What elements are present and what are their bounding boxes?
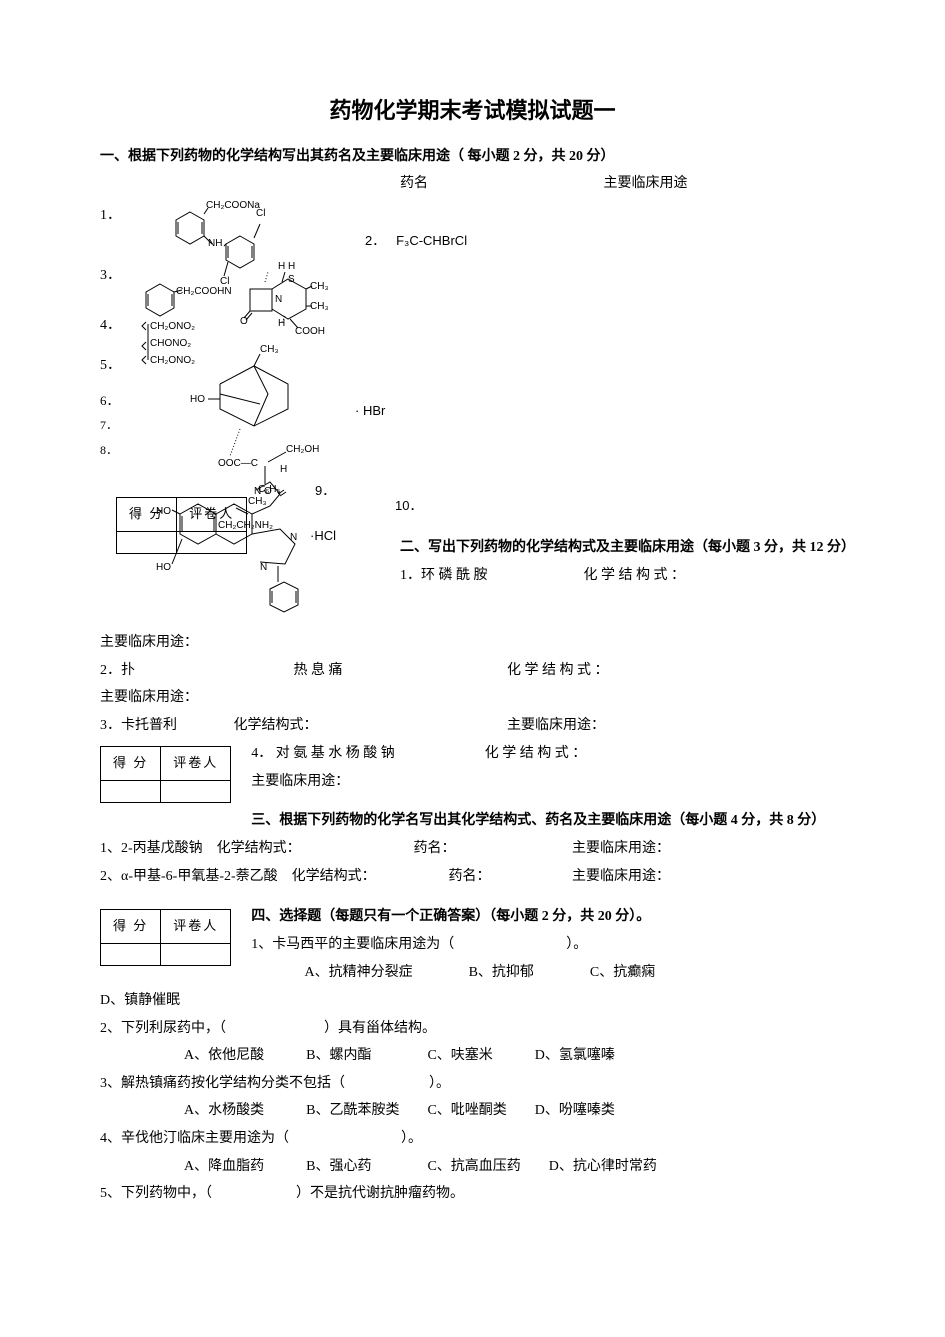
svg-text:OOC—C: OOC—C bbox=[218, 458, 258, 469]
s4-q4: 4、辛伐他汀临床主要用途为（ ）。 bbox=[100, 1126, 845, 1153]
sb3-b1 bbox=[101, 944, 161, 966]
scorebox-3: 得 分评卷人 bbox=[100, 909, 231, 966]
svg-text:CH₂OH: CH₂OH bbox=[286, 444, 319, 455]
chem-num-3: 3． bbox=[100, 269, 121, 283]
s4-q5: 5、下列药物中，（ ）不是抗代谢抗肿瘤药物。 bbox=[100, 1181, 845, 1208]
s4-q1-opts: A、抗精神分裂症 B、抗抑郁 C、抗癫痫 bbox=[251, 960, 845, 987]
s3-q1-text: 1、2-丙基戊酸钠 化学结构式： bbox=[100, 836, 410, 863]
col-use: 主要临床用途 bbox=[604, 176, 688, 191]
scorebox-c2: 评卷人 bbox=[177, 497, 247, 531]
s2-use1: 主要临床用途： bbox=[100, 630, 845, 657]
svg-text:N: N bbox=[275, 294, 282, 305]
s4-q1: 1、卡马西平的主要临床用途为（ ）。 bbox=[251, 932, 845, 959]
chem-num-6: 6． bbox=[100, 394, 120, 407]
s4-q3-opts: A、水杨酸类 B、乙酰苯胺类 C、吡唑酮类 D、吩噻嗪类 bbox=[100, 1098, 845, 1125]
svg-text:COOH: COOH bbox=[295, 326, 325, 337]
sb2-b1 bbox=[101, 781, 161, 803]
section4-head-wrap: 四、选择题（每题只有一个正确答案）（每小题 2 分，共 20 分）。 1、卡马西… bbox=[251, 903, 845, 987]
svg-text:CH₂COONa: CH₂COONa bbox=[206, 200, 260, 211]
s2-q4-use: 主要临床用途： bbox=[251, 769, 845, 796]
scorebox-c1: 得 分 bbox=[117, 497, 177, 531]
svg-text:NH: NH bbox=[208, 238, 222, 249]
sb2-c1: 得 分 bbox=[101, 747, 161, 781]
section1-header-row: 一、根据下列药物的化学结构写出其药名及主要临床用途（ 每小题 2 分，共 20 … bbox=[100, 144, 845, 171]
s2-q2: 2．扑 热 息 痛 化 学 结 构 式 ： bbox=[100, 658, 845, 685]
svg-text:CH₂ONO₂: CH₂ONO₂ bbox=[150, 321, 195, 332]
s4-q2: 2、下列利尿药中，（ ）具有甾体结构。 bbox=[100, 1016, 845, 1043]
s3-q2-name: 药名： bbox=[449, 864, 569, 891]
s3-q1: 1、2-丙基戊酸钠 化学结构式： 药名： 主要临床用途： bbox=[100, 836, 845, 863]
s4-q1-d: D、镇静催眠 bbox=[100, 988, 845, 1015]
s2-q3-use: 主要临床用途： bbox=[507, 718, 605, 733]
scorebox-blank2 bbox=[177, 531, 247, 553]
s2-q3-label: 3．卡托普利 bbox=[100, 713, 230, 740]
s2-q4-struct: 化 学 结 构 式 ： bbox=[485, 746, 587, 761]
sb2-c2: 评卷人 bbox=[161, 747, 231, 781]
chem-num-1: 1． bbox=[100, 209, 121, 223]
s4-q1-opts-text: A、抗精神分裂症 B、抗抑郁 C、抗癫痫 bbox=[304, 965, 655, 980]
section3-header: 三、根据下列药物的化学名写出其化学结构式、药名及主要临床用途（每小题 4 分，共… bbox=[251, 808, 845, 835]
page-title: 药物化学期末考试模拟试题一 bbox=[100, 90, 845, 132]
svg-text:Cl: Cl bbox=[256, 208, 265, 219]
s3-q2-text: 2、α-甲基-6-甲氧基-2-萘乙酸 化学结构式： bbox=[100, 864, 445, 891]
block-scorebox3: 得 分评卷人 四、选择题（每题只有一个正确答案）（每小题 2 分，共 20 分）… bbox=[100, 903, 845, 987]
scorebox-blank1 bbox=[117, 531, 177, 553]
section2-header: 二、写出下列药物的化学结构式及主要临床用途（每小题 3 分，共 12 分） bbox=[400, 535, 855, 562]
s2-q2-struct: 化 学 结 构 式 ： bbox=[507, 663, 609, 678]
s4-q3: 3、解热镇痛药按化学结构分类不包括（ ）。 bbox=[100, 1071, 845, 1098]
s2-q1-struct: 化 学 结 构 式 ： bbox=[584, 568, 686, 583]
chem-num-8: 8． bbox=[100, 444, 118, 456]
chem-num-5: 5． bbox=[100, 359, 121, 373]
s2-q2-mid: 热 息 痛 bbox=[294, 658, 504, 685]
section1-header: 一、根据下列药物的化学结构写出其药名及主要临床用途（ 每小题 2 分，共 20 … bbox=[100, 149, 615, 164]
s2-q2-prefix: 2．扑 bbox=[100, 658, 290, 685]
svg-text:CH₂COOHN: CH₂COOHN bbox=[176, 286, 232, 297]
svg-text:CH₃: CH₃ bbox=[248, 496, 267, 507]
svg-text:H: H bbox=[278, 318, 285, 329]
svg-text:HO: HO bbox=[156, 562, 171, 573]
chem-num-4: 4． bbox=[100, 319, 121, 333]
s3-q2-use: 主要临床用途： bbox=[572, 869, 670, 884]
svg-text:HO: HO bbox=[190, 394, 205, 405]
s2-q4-line: 4． 对 氨 基 水 杨 酸 钠 化 学 结 构 式 ： bbox=[251, 741, 845, 768]
svg-text:CH₃: CH₃ bbox=[310, 281, 329, 292]
svg-text:CHONO₂: CHONO₂ bbox=[150, 338, 191, 349]
chem-num-7: 7． bbox=[100, 419, 118, 431]
s3-q1-name: 药名： bbox=[414, 836, 569, 863]
block-scorebox2: 得 分评卷人 4． 对 氨 基 水 杨 酸 钠 化 学 结 构 式 ： 主要临床… bbox=[100, 740, 845, 835]
svg-text:CH₃: CH₃ bbox=[260, 344, 279, 355]
svg-text:H: H bbox=[280, 464, 287, 475]
section2-block: 二、写出下列药物的化学结构式及主要临床用途（每小题 3 分，共 12 分） 1．… bbox=[400, 534, 855, 590]
svg-text:N O: N O bbox=[254, 486, 272, 497]
svg-text:CH₃: CH₃ bbox=[310, 301, 329, 312]
sb3-c1: 得 分 bbox=[101, 910, 161, 944]
s2-q1-label: 1．环 磷 酰 胺 bbox=[400, 563, 580, 590]
s2-q3-struct: 化学结构式： bbox=[234, 713, 504, 740]
s4-q4-opts: A、降血脂药 B、强心药 C、抗高血压药 D、抗心律时常药 bbox=[100, 1154, 845, 1181]
svg-text:N: N bbox=[290, 532, 297, 543]
s2-q4-label: 4． 对 氨 基 水 杨 酸 钠 bbox=[251, 741, 481, 768]
s3-q1-use: 主要临床用途： bbox=[572, 841, 670, 856]
s3-q2: 2、α-甲基-6-甲氧基-2-萘乙酸 化学结构式： 药名： 主要临床用途： bbox=[100, 864, 845, 891]
section4-header: 四、选择题（每题只有一个正确答案）（每小题 2 分，共 20 分）。 bbox=[251, 904, 845, 931]
svg-text:N: N bbox=[260, 562, 267, 573]
sb3-c2: 评卷人 bbox=[161, 910, 231, 944]
s2-q4-wrap: 4． 对 氨 基 水 杨 酸 钠 化 学 结 构 式 ： 主要临床用途： 三、根… bbox=[251, 740, 845, 835]
svg-text:H H: H H bbox=[278, 261, 295, 272]
s4-q2-opts: A、依他尼酸 B、螺内酯 C、呋塞米 D、氢氯噻嗪 bbox=[100, 1043, 845, 1070]
scorebox-2: 得 分评卷人 bbox=[100, 746, 231, 803]
svg-text:CH₂ONO₂: CH₂ONO₂ bbox=[150, 355, 195, 366]
s2-use2: 主要临床用途： bbox=[100, 685, 845, 712]
scorebox-1: 得 分评卷人 bbox=[116, 497, 247, 554]
chemistry-structures: 1． 3． 4． 5． 6． 7． 8． 2． F₃C-CHBrCl · HBr… bbox=[100, 199, 845, 629]
col-drugname: 药名 bbox=[400, 171, 600, 198]
section2-q1: 1．环 磷 酰 胺 化 学 结 构 式 ： bbox=[400, 563, 855, 590]
sb2-b2 bbox=[161, 781, 231, 803]
s2-q3: 3．卡托普利 化学结构式： 主要临床用途： bbox=[100, 713, 845, 740]
sb3-b2 bbox=[161, 944, 231, 966]
